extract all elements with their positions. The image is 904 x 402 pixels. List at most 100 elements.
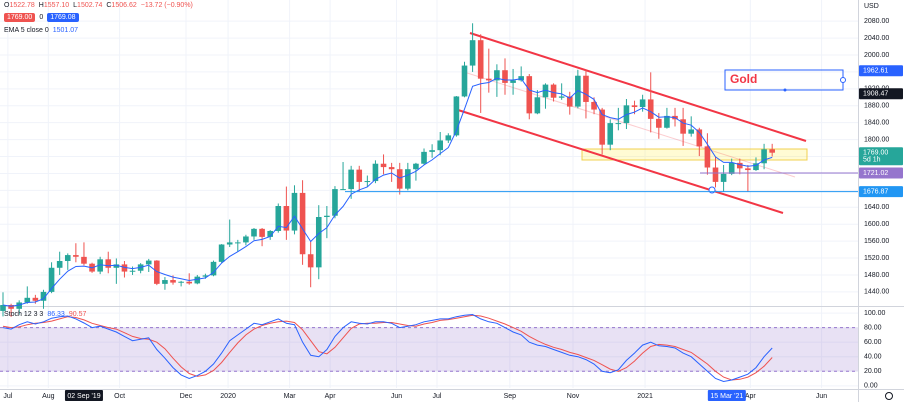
x-tick-label: 2021: [637, 393, 653, 400]
candle-body: [332, 189, 338, 216]
candle-body: [688, 129, 695, 134]
price-tag-label: 1769.00: [863, 150, 888, 157]
candle-body: [73, 255, 79, 257]
price-tag-label: 1962.61: [863, 68, 888, 75]
price-tag-label: 1908.47: [863, 91, 888, 98]
x-tick-label: 2020: [220, 393, 236, 400]
candle-body: [429, 150, 435, 152]
ohlc-item: O1522.78: [4, 2, 35, 9]
y-tick-label: 20.00: [864, 368, 882, 375]
candle-body: [421, 151, 427, 164]
candle-body: [761, 149, 767, 164]
ohlc-item: C1506.62: [106, 2, 136, 9]
key: H: [38, 2, 44, 9]
candle-body: [64, 255, 71, 262]
candle-body: [121, 264, 128, 272]
candle-body: [485, 78, 492, 81]
candle-body: [696, 129, 703, 147]
candle-body: [728, 162, 735, 174]
handle[interactable]: [840, 77, 846, 83]
y-tick-label: 2040.00: [864, 35, 889, 42]
y-tick-label: 1800.00: [864, 136, 889, 143]
bid[interactable]: 1769.00: [4, 13, 36, 22]
candle-body: [194, 276, 201, 284]
settings-icon[interactable]: [885, 392, 893, 400]
candle-body: [178, 281, 184, 283]
candle-body: [745, 168, 751, 171]
candle-body: [372, 163, 379, 182]
price-tag-label: 1676.87: [863, 189, 888, 196]
price-tag-bg: [859, 88, 903, 100]
channel-lower[interactable]: [457, 109, 784, 214]
ohlc-item: H1557.10: [39, 2, 69, 9]
candle-body: [704, 146, 711, 168]
indicator-name: EMA 5 close 0: [4, 27, 49, 34]
x-tick-label: Apr: [745, 393, 757, 400]
ema-line: [2, 77, 773, 307]
key: L: [73, 2, 78, 9]
rectangle-drawing[interactable]: [581, 148, 808, 161]
candle-body: [145, 260, 152, 265]
ohlc-item: L1502.74: [73, 2, 102, 9]
y-tick-label: 1840.00: [864, 120, 889, 127]
spread: 0: [39, 14, 44, 21]
candle-body: [24, 297, 31, 303]
x-tick-label: Jul: [432, 393, 441, 400]
candle-body: [113, 264, 120, 268]
key: O: [4, 2, 10, 9]
plot: 1440.00 1480.00 1520.00 1560.00 1600.00 1640.…: [0, 18, 889, 400]
ohlc-legend: O1522.78 H1557.10 L1502.74 C1506.62 −13.…: [4, 2, 193, 9]
stoch-k-line: [2, 313, 773, 383]
candle-body: [388, 167, 395, 170]
price-tag-bg: [859, 186, 903, 198]
x-tick-label: Jul: [3, 393, 12, 400]
candle-body: [639, 99, 646, 108]
x-tick-label: Jun: [391, 393, 402, 400]
candle-body: [48, 267, 55, 292]
y-tick-label: 80.00: [864, 324, 882, 331]
candle-body: [656, 118, 662, 128]
candle-body: [364, 181, 371, 183]
value: 1502.74: [77, 2, 103, 9]
candle-body: [226, 242, 233, 245]
countdown: 5d 1h: [863, 157, 881, 164]
currency: USD: [864, 3, 879, 10]
y-tick-label: 1600.00: [864, 221, 889, 228]
key: C: [106, 2, 112, 9]
x-tick-label: Apr: [325, 393, 337, 400]
stoch-legend: Stoch 12 3 3 86.33 90.57: [4, 311, 86, 318]
candle-body: [437, 140, 444, 151]
candle-body: [267, 230, 273, 237]
channel-upper[interactable]: [469, 32, 807, 142]
y-tick-label: 60.00: [864, 339, 882, 346]
y-tick-label: 1440.00: [864, 289, 889, 296]
candle-body: [502, 70, 508, 83]
candle-body: [40, 291, 47, 301]
change: −13.72 (−0.90%): [140, 2, 193, 9]
candle-body: [453, 96, 460, 136]
candle-body: [461, 65, 468, 97]
y-tick-label: 1520.00: [864, 255, 889, 262]
y-tick-label: 0.00: [864, 383, 878, 390]
quote: 1769.00 0 1769.08: [4, 13, 79, 22]
candle-body: [291, 192, 298, 231]
y-tick-label: 1880.00: [864, 103, 889, 110]
candle-body: [105, 259, 112, 268]
candle-body: [299, 192, 306, 255]
candle-body: [251, 228, 257, 237]
ask[interactable]: 1769.08: [47, 13, 79, 22]
candle-body: [753, 163, 759, 171]
candle-body: [599, 109, 605, 145]
y-tick-label: 2080.00: [864, 18, 889, 25]
x-tick-label: Sep: [504, 393, 517, 400]
annotation-text[interactable]: Gold: [730, 72, 757, 86]
handle[interactable]: [783, 88, 787, 92]
candle-body: [445, 135, 452, 141]
time-marker-bg: [707, 390, 746, 401]
price-tag-label: 1721.02: [863, 170, 888, 177]
price-tag-bg: [859, 65, 903, 77]
y-tick-label: 100.00: [864, 310, 886, 317]
candle-body: [32, 297, 39, 301]
candle-body: [647, 99, 654, 119]
candle-body: [664, 115, 670, 128]
